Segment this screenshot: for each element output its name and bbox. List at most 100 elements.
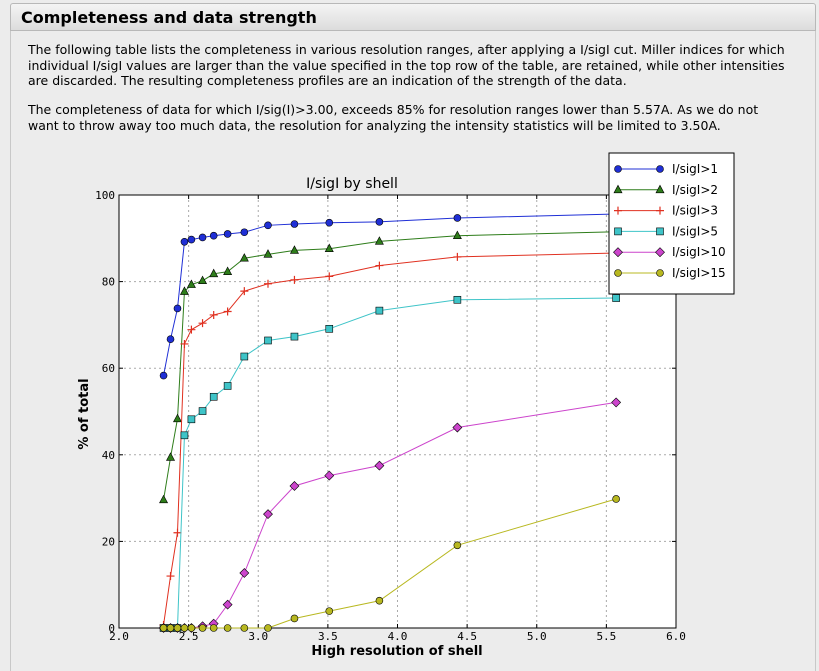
data-point (198, 407, 207, 415)
data-point (209, 392, 218, 401)
legend-marker (614, 206, 622, 215)
data-point (209, 231, 218, 240)
data-point (187, 624, 196, 632)
data-point (374, 236, 384, 245)
legend-marker (655, 184, 665, 194)
legend-label: I/sigI>15 (672, 266, 726, 280)
x-tick-label: 5.5 (596, 630, 616, 643)
legend-marker (655, 247, 665, 258)
x-tick-label: 2.5 (179, 630, 199, 643)
data-point (374, 460, 385, 471)
data-point (375, 596, 384, 605)
data-point (173, 624, 182, 632)
summary-paragraph: The completeness of data for which I/sig… (28, 102, 759, 133)
data-point (263, 509, 273, 520)
data-point (452, 230, 462, 240)
data-point (612, 294, 620, 302)
data-point (209, 268, 219, 278)
data-point (453, 252, 462, 261)
legend-label: I/sigI>1 (672, 162, 718, 176)
series-1 (159, 210, 620, 380)
data-point (452, 422, 463, 433)
y-axis-label: % of total (77, 378, 92, 449)
data-point (611, 397, 622, 408)
data-point (223, 230, 232, 238)
data-point (159, 494, 169, 504)
data-point (289, 481, 300, 491)
y-tick-label: 40 (102, 449, 115, 462)
x-tick-label: 6.0 (666, 630, 686, 643)
data-point (180, 431, 189, 440)
data-point (166, 335, 175, 343)
x-tick-label: 4.0 (388, 630, 408, 643)
legend-marker (613, 184, 623, 194)
data-point (375, 261, 384, 270)
legend-marker (613, 247, 623, 258)
y-tick-label: 80 (102, 276, 115, 289)
data-point (223, 307, 232, 316)
legend-label: I/sigI>5 (672, 224, 718, 238)
legend-entry: I/sigI>1 (614, 162, 718, 176)
data-point (290, 614, 299, 623)
data-point (289, 245, 299, 254)
data-point (223, 624, 232, 632)
data-point (240, 228, 249, 237)
chart-title: I/sigI by shell (306, 176, 398, 192)
data-point (198, 624, 207, 632)
series-group (158, 210, 622, 633)
y-tick-label: 0 (108, 622, 115, 635)
data-point (198, 319, 207, 328)
data-point (173, 528, 182, 537)
data-point (198, 275, 208, 285)
y-tick-label: 100 (95, 189, 115, 202)
series-2 (159, 226, 621, 504)
data-point (290, 275, 299, 284)
legend-marker (614, 227, 622, 236)
grid-lines (119, 195, 676, 628)
data-point (180, 339, 189, 348)
data-point (198, 233, 207, 242)
data-point (325, 607, 334, 615)
data-point (179, 286, 189, 295)
x-tick-label: 3.5 (318, 630, 338, 643)
data-point (325, 218, 334, 227)
data-point (209, 310, 218, 319)
legend-marker (656, 269, 664, 277)
data-point (264, 221, 272, 230)
description-paragraph: The following table lists the completene… (28, 42, 785, 88)
data-point (187, 325, 196, 334)
section-header: Completeness and data strength (10, 3, 816, 31)
data-point (240, 352, 249, 361)
legend-box (608, 152, 735, 295)
legend-marker (656, 227, 664, 236)
data-point (187, 415, 196, 424)
data-point (239, 568, 250, 578)
data-point (453, 214, 462, 222)
data-point (453, 295, 462, 304)
legend-entry: I/sigI>5 (614, 224, 718, 238)
legend-label: I/sigI>3 (672, 204, 718, 218)
legend-marker (614, 165, 622, 173)
data-point (290, 332, 299, 341)
data-point (159, 371, 168, 380)
data-point (222, 599, 233, 610)
data-point (172, 413, 182, 423)
legend-entry: I/sigI>10 (613, 245, 726, 259)
legend-entry: I/sigI>2 (613, 183, 718, 197)
data-point (180, 237, 189, 246)
data-point (180, 624, 189, 632)
legend: I/sigI>1 I/sigI>2 I/sigI>3 I/sigI>5 I/sigI>1… (608, 152, 735, 295)
data-point (290, 220, 299, 228)
x-tick-label: 3.0 (248, 630, 268, 643)
data-point (187, 235, 196, 244)
data-point (209, 624, 218, 632)
data-point (240, 624, 249, 632)
axis-ticks: 2.0 2.5 3.0 3.5 4.0 4.5 5.0 5.5 6.0 0 20 40 60 80 100 (95, 189, 686, 643)
data-point (159, 624, 168, 632)
y-tick-label: 20 (102, 535, 115, 548)
data-point (240, 287, 249, 296)
series-6 (159, 495, 620, 632)
data-point (453, 541, 462, 550)
data-point (264, 336, 272, 345)
